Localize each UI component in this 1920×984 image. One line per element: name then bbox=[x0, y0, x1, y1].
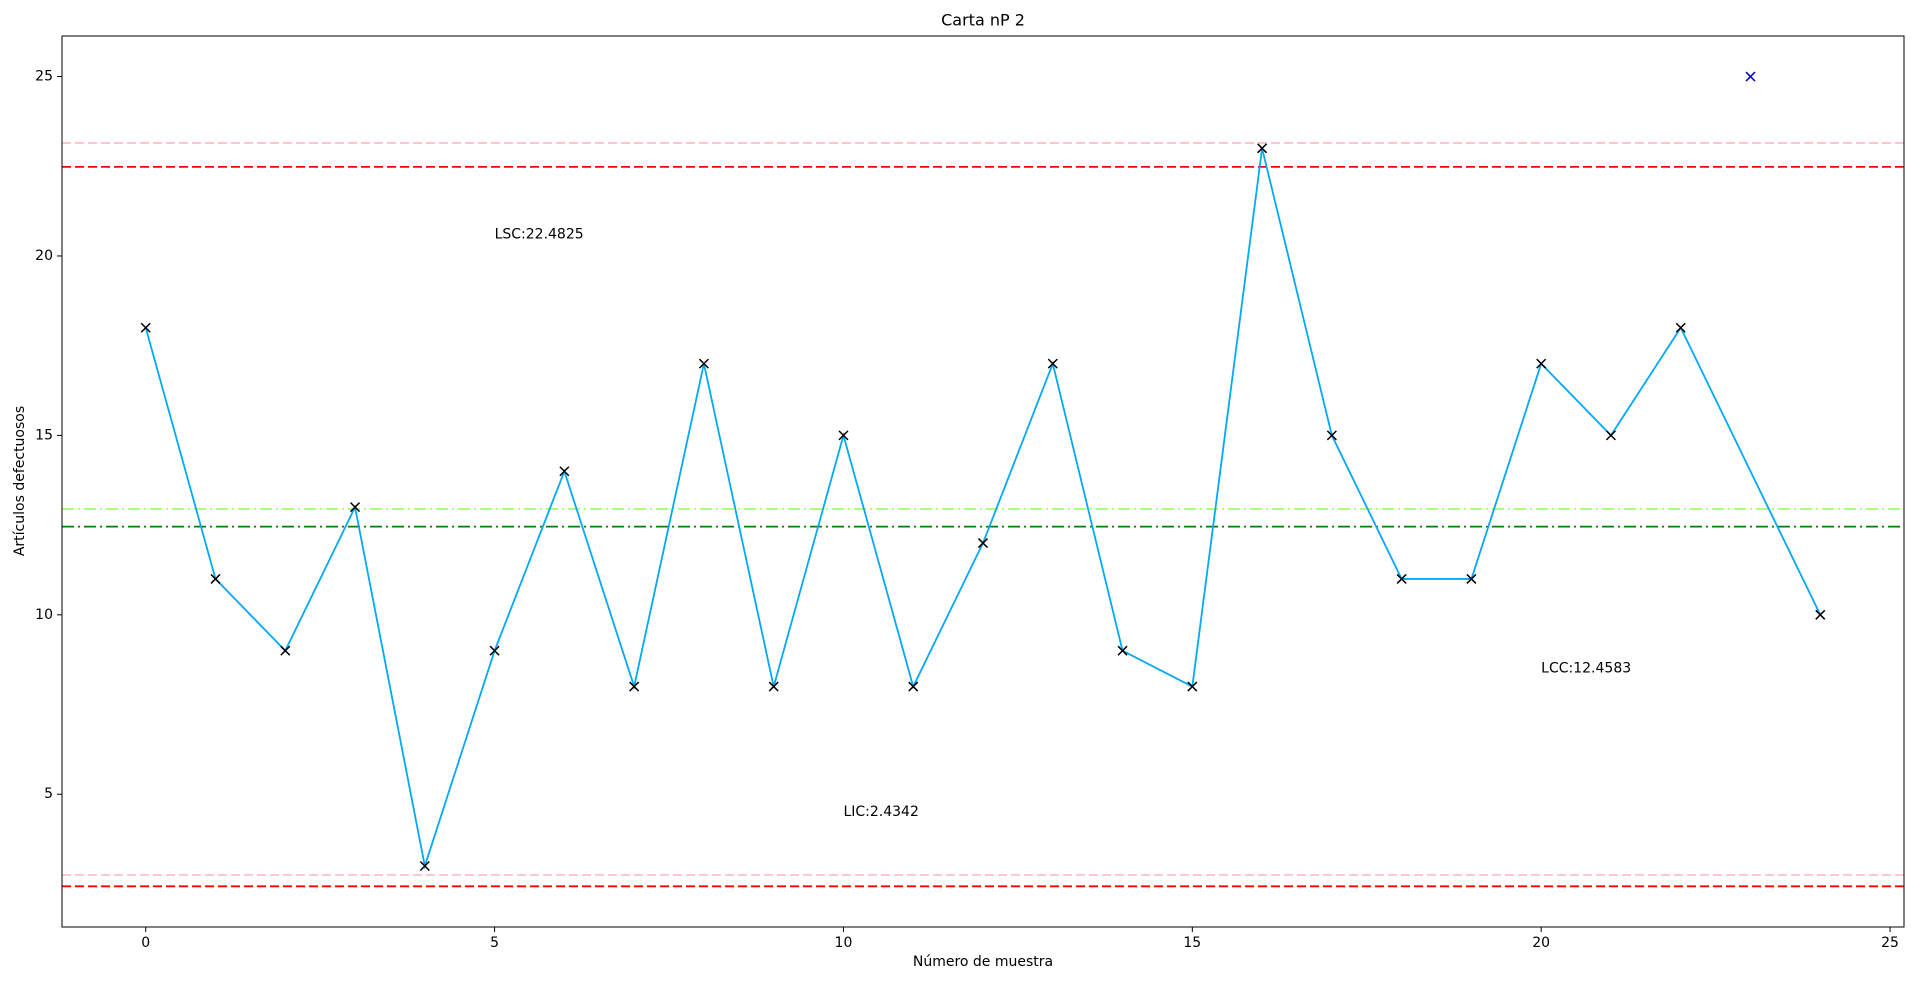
x-tick-label: 5 bbox=[490, 935, 499, 951]
marker bbox=[1745, 71, 1756, 82]
marker bbox=[1605, 430, 1616, 441]
marker bbox=[908, 681, 919, 692]
marker bbox=[1396, 573, 1407, 584]
marker bbox=[1466, 573, 1477, 584]
y-tick-label: 20 bbox=[35, 248, 53, 264]
x-tick-label: 25 bbox=[1881, 935, 1899, 951]
y-tick-label: 5 bbox=[44, 786, 53, 802]
marker bbox=[419, 860, 430, 872]
marker bbox=[1047, 358, 1058, 369]
marker bbox=[140, 322, 151, 333]
marker bbox=[1815, 609, 1826, 620]
marker bbox=[1187, 681, 1198, 692]
annotation: LSC:22.4825 bbox=[495, 226, 584, 242]
marker bbox=[1257, 143, 1268, 154]
marker bbox=[698, 358, 709, 369]
marker bbox=[1117, 645, 1128, 656]
marker bbox=[629, 681, 640, 692]
x-tick-label: 15 bbox=[1183, 935, 1201, 951]
y-tick-label: 25 bbox=[35, 69, 53, 85]
marker bbox=[350, 502, 361, 513]
x-tick-label: 0 bbox=[141, 935, 150, 951]
x-tick-label: 10 bbox=[835, 935, 853, 951]
marker bbox=[1326, 430, 1337, 441]
x-axis-label: Número de muestra bbox=[913, 954, 1053, 970]
x-tick-label: 20 bbox=[1532, 935, 1550, 951]
marker bbox=[1675, 322, 1686, 333]
y-tick-label: 15 bbox=[35, 427, 53, 443]
marker bbox=[1536, 358, 1547, 369]
marker bbox=[559, 466, 570, 477]
chart-title: Carta nP 2 bbox=[941, 11, 1025, 30]
marker bbox=[977, 538, 989, 549]
plot-frame bbox=[61, 35, 1905, 928]
marker bbox=[489, 645, 500, 656]
marker bbox=[280, 645, 291, 656]
annotation: LIC:2.4342 bbox=[843, 804, 918, 820]
marker bbox=[210, 573, 221, 584]
series-line bbox=[144, 148, 1822, 870]
y-axis-label: Artículos defectuosos bbox=[12, 406, 28, 556]
y-tick-label: 10 bbox=[35, 607, 53, 623]
marker bbox=[768, 681, 779, 692]
marker bbox=[838, 430, 849, 441]
annotation: LCC:12.4583 bbox=[1541, 661, 1631, 677]
